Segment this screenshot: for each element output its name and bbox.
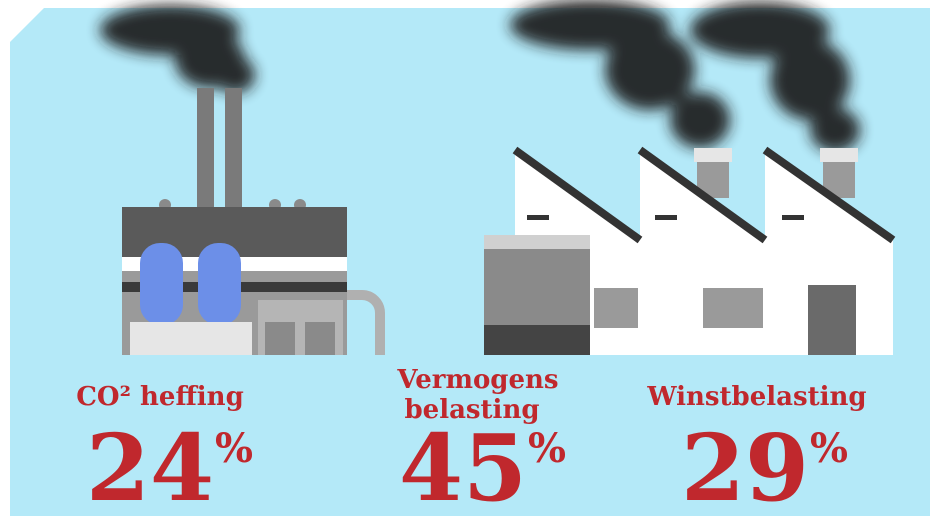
percent-sign: % (215, 425, 253, 472)
item-label: Vermogens belasting (396, 365, 558, 425)
power-plant (122, 88, 385, 355)
label-line: belasting (404, 395, 539, 425)
factory (484, 146, 896, 355)
label-line: CO² heffing (76, 382, 244, 412)
percent-sign: % (528, 425, 566, 472)
label-line: Vermogens (396, 365, 558, 395)
smoke (100, 0, 860, 152)
percentage: 24 (86, 414, 214, 522)
item-label: CO² heffing (76, 382, 244, 412)
item-label: Winstbelasting (646, 382, 866, 412)
percent-sign: % (810, 425, 848, 472)
label-line: Winstbelasting (646, 382, 866, 412)
percentage: 29 (681, 414, 809, 522)
percentage: 45 (399, 414, 527, 522)
